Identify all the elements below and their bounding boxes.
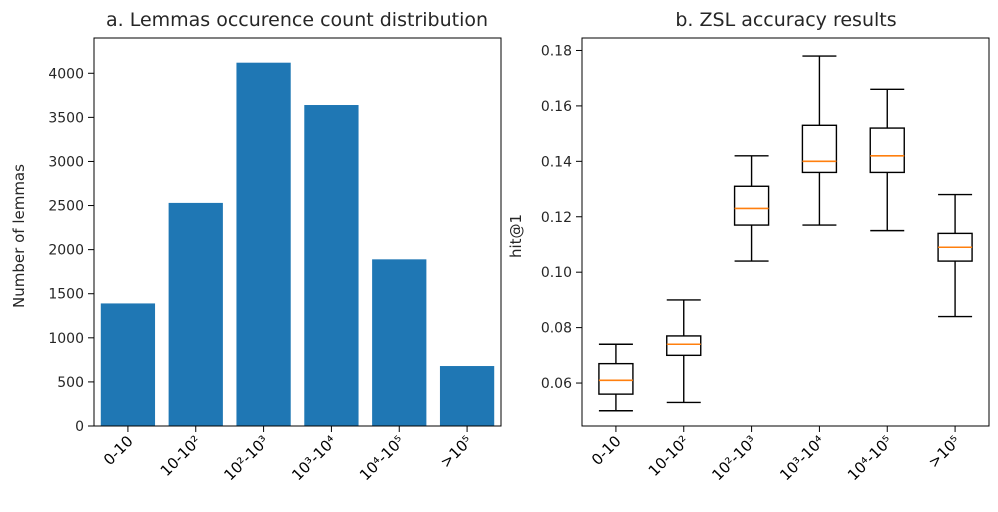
box <box>598 362 634 395</box>
bar <box>439 366 495 426</box>
chart-b-axes-frame <box>581 37 990 427</box>
chart-b-title: b. ZSL accuracy results <box>675 9 896 31</box>
bar <box>100 303 156 426</box>
y-tick-label: 0.12 <box>541 210 572 226</box>
box-plot-item <box>869 88 905 232</box>
bar <box>372 259 427 426</box>
y-tick-label: 3500 <box>48 110 84 126</box>
y-tick-label: 0 <box>75 419 84 435</box>
bar <box>236 62 291 426</box>
y-tick-label: 1500 <box>48 287 84 303</box>
y-tick-label: 0.14 <box>541 154 572 170</box>
box-plot-item <box>598 343 634 412</box>
box <box>666 335 702 357</box>
y-tick-label: 4000 <box>48 66 84 82</box>
y-tick-label: 0.08 <box>541 321 572 337</box>
y-tick-label: 0.16 <box>541 99 572 115</box>
bar <box>168 202 223 426</box>
box <box>733 185 770 226</box>
box <box>869 127 905 174</box>
chart-a-ylabel: Number of lemmas <box>10 164 28 308</box>
box-plot-item <box>801 55 838 226</box>
chart-a-title: a. Lemmas occurence count distribution <box>106 9 488 31</box>
y-tick-label: 2500 <box>48 199 84 215</box>
y-tick-label: 0.06 <box>541 376 572 392</box>
y-tick-label: 500 <box>57 375 84 391</box>
y-tick-label: 0.10 <box>541 265 572 281</box>
y-tick-label: 2000 <box>48 243 84 259</box>
y-tick-label: 0.18 <box>541 43 572 59</box>
chart-a-axes-frame <box>93 37 502 427</box>
box <box>801 124 838 174</box>
bar-chart-lemmas: a. Lemmas occurence count distribution N… <box>10 9 502 484</box>
box-plot-item <box>937 193 973 318</box>
y-tick-label: 1000 <box>48 331 84 347</box>
box-plot-item <box>733 155 770 262</box>
y-tick-label: 3000 <box>48 154 84 170</box>
box-plot-item <box>666 299 702 404</box>
bar <box>304 105 359 426</box>
chart-b-ylabel: hit@1 <box>507 214 525 258</box>
